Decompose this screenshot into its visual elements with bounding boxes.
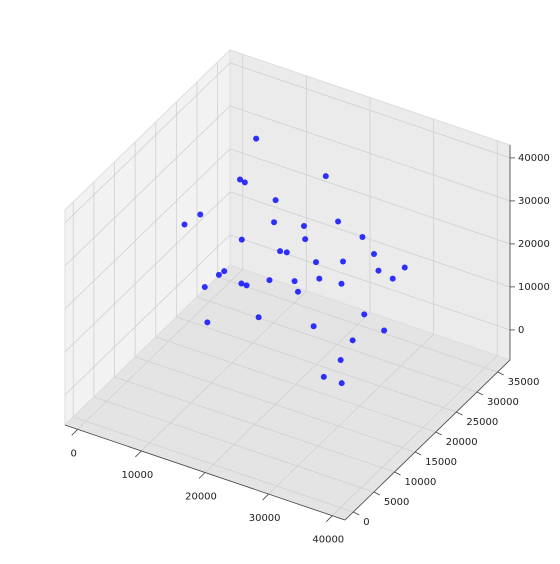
tick-mark [435,431,442,436]
grid-line [155,336,436,433]
grid-line [93,396,375,493]
point [243,282,250,289]
grid-line [229,62,511,159]
point [338,380,345,387]
grid-line [114,376,395,473]
y-tick-label: 25000 [466,417,498,428]
point [375,267,382,274]
tick-mark [71,429,79,436]
grid-line [229,105,511,202]
tick-mark [414,451,422,456]
point [302,236,309,243]
grid-line [196,296,478,393]
grid-line [229,234,511,331]
point [291,278,298,285]
tick-mark [497,371,504,376]
grid-line [141,290,307,452]
grid-line [204,312,371,473]
point [338,280,345,287]
grid-line [229,191,511,288]
point [381,327,388,334]
z-tick-label: 10000 [518,282,550,293]
tick-mark [135,450,142,458]
y-tick-label: 10000 [405,477,437,488]
grid-line [64,234,231,396]
x-tick-label: 10000 [121,470,153,481]
grid-line [64,191,231,353]
y-tick-label: 5000 [384,497,409,508]
point [361,311,368,318]
grid-line [331,355,498,516]
point [255,314,262,321]
z-tick-label: 20000 [518,239,550,250]
y-tick-label: 0 [363,517,369,528]
grid-line [229,148,511,245]
point [215,271,222,278]
y-tick-label: 20000 [446,437,478,448]
x-tick-label: 0 [71,448,77,459]
z-tick-label: 0 [518,325,524,336]
tick-mark [262,493,269,501]
point [241,179,248,186]
tick-mark [394,471,401,476]
tick-mark [325,515,333,522]
point [197,211,204,218]
point [389,275,396,282]
point [294,288,301,295]
point [301,223,307,229]
x-tick-label: 30000 [249,513,281,524]
point [201,284,208,291]
point [238,280,245,287]
point [253,135,260,142]
point [204,319,211,326]
tick-mark [353,511,360,516]
grid-line [64,62,231,224]
point [277,248,284,255]
point [237,176,244,183]
grid-line [217,276,498,373]
grid-line [176,316,457,413]
grid-line [77,269,244,430]
y-axis [344,359,511,521]
x-tick-label: 40000 [312,535,344,546]
point [310,323,317,330]
point [181,221,188,228]
point [337,357,344,364]
grid-line [268,333,434,495]
point [238,236,245,243]
y-tick-label: 15000 [425,457,457,468]
grid-line [64,148,231,310]
z-tick-label: 40000 [518,153,550,164]
x-axis [64,424,346,521]
grid-line [134,356,416,453]
point [371,251,377,258]
tick-mark [198,472,206,479]
tick-mark [373,491,381,496]
z-tick-label: 30000 [518,196,550,207]
point [283,249,290,256]
point [335,218,342,225]
tick-mark [476,391,484,396]
point [320,373,327,380]
point [401,264,408,271]
y-tick-label: 35000 [508,377,540,388]
point [359,234,366,241]
point [340,258,347,265]
y-tick-label: 30000 [487,397,519,408]
point [322,173,329,180]
point [271,219,278,226]
point [316,275,323,282]
tick-mark [456,411,463,416]
point [349,337,356,344]
grid-line [64,105,231,267]
point [221,268,228,275]
point [266,277,273,284]
point [313,259,320,266]
grid-line [73,416,354,513]
x-tick-label: 20000 [185,492,217,503]
point [272,197,279,204]
